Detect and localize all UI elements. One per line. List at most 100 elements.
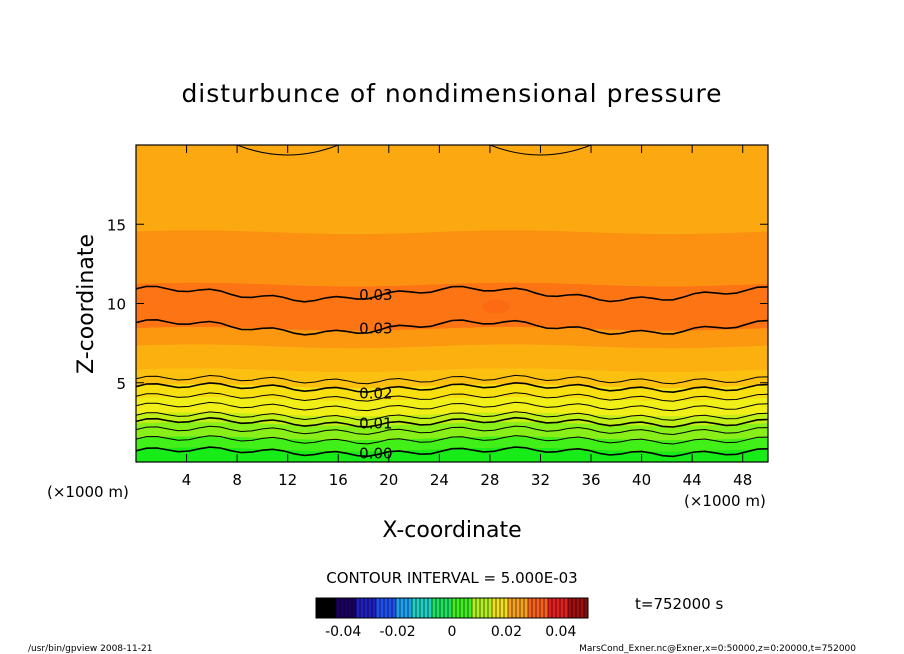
colorbar-cell: [388, 598, 393, 618]
colorbar-cell: [324, 598, 329, 618]
colorbar-cell: [576, 598, 581, 618]
colorbar-cell: [416, 598, 421, 618]
colorbar-tick-label: 0.04: [545, 624, 576, 640]
x-tick-label: 20: [379, 471, 398, 489]
y-tick-label: 15: [107, 216, 126, 234]
colorbar-cell: [356, 598, 361, 618]
colorbar-cell: [396, 598, 401, 618]
colorbar-cell: [392, 598, 397, 618]
colorbar-frame: [315, 597, 589, 619]
colorbar-cell: [544, 598, 549, 618]
contour-label: 0.02: [359, 384, 392, 402]
time-label: t=752000 s: [635, 595, 723, 613]
x-tick-label: 44: [683, 471, 702, 489]
colorbar-cell: [560, 598, 565, 618]
colorbar-cell: [412, 598, 417, 618]
colorbar-cell: [508, 598, 513, 618]
x-unit-right: (×1000 m): [684, 492, 766, 510]
contour-band: [136, 422, 768, 441]
contour-band: [136, 396, 768, 417]
y-tick-label: 5: [116, 375, 126, 393]
colorbar-cell: [368, 598, 373, 618]
colorbar-cell: [500, 598, 505, 618]
footer-left: /usr/bin/gpview 2008-11-21: [28, 644, 152, 654]
contour-line: [136, 416, 768, 428]
pressure-core: [482, 299, 511, 314]
contour-line: [136, 392, 768, 402]
colorbar-cell: [464, 598, 469, 618]
x-tick-label: 32: [531, 471, 550, 489]
colorbar-ticks: -0.04 -0.02 0 0.02 0.04: [325, 624, 576, 640]
chart-title: disturbunce of nondimensional pressure: [181, 79, 722, 108]
plot-area: 0.03 0.03 0.02 0.01 0.00: [136, 145, 768, 462]
contour-line: [136, 435, 768, 445]
colorbar-cell: [364, 598, 369, 618]
colorbar-cell: [580, 598, 585, 618]
colorbar-cell: [336, 598, 341, 618]
colorbar-cell: [572, 598, 577, 618]
colorbar-cell: [360, 598, 365, 618]
colorbar-cell: [536, 598, 541, 618]
colorbar-cell: [424, 598, 429, 618]
colorbar-cell: [432, 598, 437, 618]
colorbar-cell: [320, 598, 325, 618]
colorbar-cell: [420, 598, 425, 618]
colorbar-cell: [504, 598, 509, 618]
contour-line: [136, 425, 768, 436]
colorbar-cell: [484, 598, 489, 618]
colorbar-cell: [520, 598, 525, 618]
contour-interval-label: CONTOUR INTERVAL = 5.000E-03: [326, 569, 577, 587]
colorbar-cell: [528, 598, 533, 618]
contour-band: [136, 447, 768, 462]
x-axis: 4 8 12 16 20 24 28 32 36 40 44 48: [182, 145, 752, 489]
colorbar-cell: [476, 598, 481, 618]
contour-line: [136, 381, 768, 394]
contour-band: [136, 344, 768, 372]
colorbar-cell: [380, 598, 385, 618]
colorbar-cell: [524, 598, 529, 618]
x-tick-label: 28: [480, 471, 499, 489]
contour-line: [136, 446, 768, 458]
contour-line: [489, 145, 592, 156]
contour-band: [136, 282, 768, 331]
x-axis-label: X-coordinate: [382, 518, 521, 543]
colorbar-cell: [516, 598, 521, 618]
colorbar-cell: [492, 598, 497, 618]
colorbar-cell: [564, 598, 569, 618]
colorbar-cell: [344, 598, 349, 618]
colorbar-cell: [488, 598, 493, 618]
colorbar-tick-label: -0.04: [325, 624, 361, 640]
colorbar-cell: [532, 598, 537, 618]
footer-right: MarsCond_Exner.nc@Exner,x=0:50000,z=0:20…: [579, 644, 856, 654]
colorbar-cell: [460, 598, 465, 618]
colorbar-tick-label: 0.02: [491, 624, 522, 640]
colorbar-tick-label: 0: [448, 624, 457, 640]
colorbar-cell: [384, 598, 389, 618]
colorbar-cell: [496, 598, 501, 618]
x-tick-label: 16: [329, 471, 348, 489]
contour-line: [236, 145, 339, 156]
colorbar-cell: [452, 598, 457, 618]
contour-band: [136, 436, 768, 452]
colorbar-cell: [552, 598, 557, 618]
colorbar-cell: [404, 598, 409, 618]
colorbar-cell: [448, 598, 453, 618]
colorbar-cell: [444, 598, 449, 618]
x-tick-label: 48: [733, 471, 752, 489]
x-tick-label: 36: [581, 471, 600, 489]
x-tick-label: 4: [182, 471, 192, 489]
colorbar-cell: [436, 598, 441, 618]
contour-line: [136, 401, 768, 412]
contour-band: [136, 230, 768, 287]
contour-band: [136, 327, 768, 349]
contour-line: [136, 411, 768, 421]
colorbar-cell: [348, 598, 353, 618]
contour-label: 0.03: [359, 286, 392, 304]
colorbar-cell: [468, 598, 473, 618]
colorbar-cell: [400, 598, 405, 618]
colorbar-cell: [408, 598, 413, 618]
colorbar-cell: [480, 598, 485, 618]
colorbar-cell: [440, 598, 445, 618]
colorbar-cell: [512, 598, 517, 618]
contour-label: 0.03: [359, 319, 392, 337]
